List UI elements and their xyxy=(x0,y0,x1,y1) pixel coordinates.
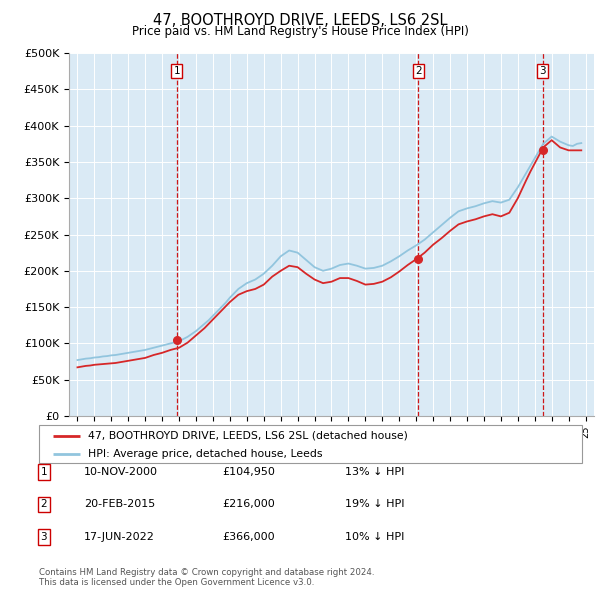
Text: 47, BOOTHROYD DRIVE, LEEDS, LS6 2SL: 47, BOOTHROYD DRIVE, LEEDS, LS6 2SL xyxy=(153,13,447,28)
Text: 1: 1 xyxy=(173,66,180,76)
FancyBboxPatch shape xyxy=(39,425,582,463)
Text: HPI: Average price, detached house, Leeds: HPI: Average price, detached house, Leed… xyxy=(88,448,322,458)
Text: 2: 2 xyxy=(415,66,422,76)
Text: 3: 3 xyxy=(40,532,47,542)
Text: 20-FEB-2015: 20-FEB-2015 xyxy=(84,500,155,509)
Text: 10% ↓ HPI: 10% ↓ HPI xyxy=(345,532,404,542)
Text: £216,000: £216,000 xyxy=(222,500,275,509)
Text: 10-NOV-2000: 10-NOV-2000 xyxy=(84,467,158,477)
Text: Contains HM Land Registry data © Crown copyright and database right 2024.
This d: Contains HM Land Registry data © Crown c… xyxy=(39,568,374,587)
Text: Price paid vs. HM Land Registry's House Price Index (HPI): Price paid vs. HM Land Registry's House … xyxy=(131,25,469,38)
Text: 1: 1 xyxy=(40,467,47,477)
Text: 13% ↓ HPI: 13% ↓ HPI xyxy=(345,467,404,477)
Text: 3: 3 xyxy=(539,66,546,76)
Text: 19% ↓ HPI: 19% ↓ HPI xyxy=(345,500,404,509)
Text: 2: 2 xyxy=(40,500,47,509)
Text: £366,000: £366,000 xyxy=(222,532,275,542)
Text: 17-JUN-2022: 17-JUN-2022 xyxy=(84,532,155,542)
Text: 47, BOOTHROYD DRIVE, LEEDS, LS6 2SL (detached house): 47, BOOTHROYD DRIVE, LEEDS, LS6 2SL (det… xyxy=(88,431,408,441)
Text: £104,950: £104,950 xyxy=(222,467,275,477)
